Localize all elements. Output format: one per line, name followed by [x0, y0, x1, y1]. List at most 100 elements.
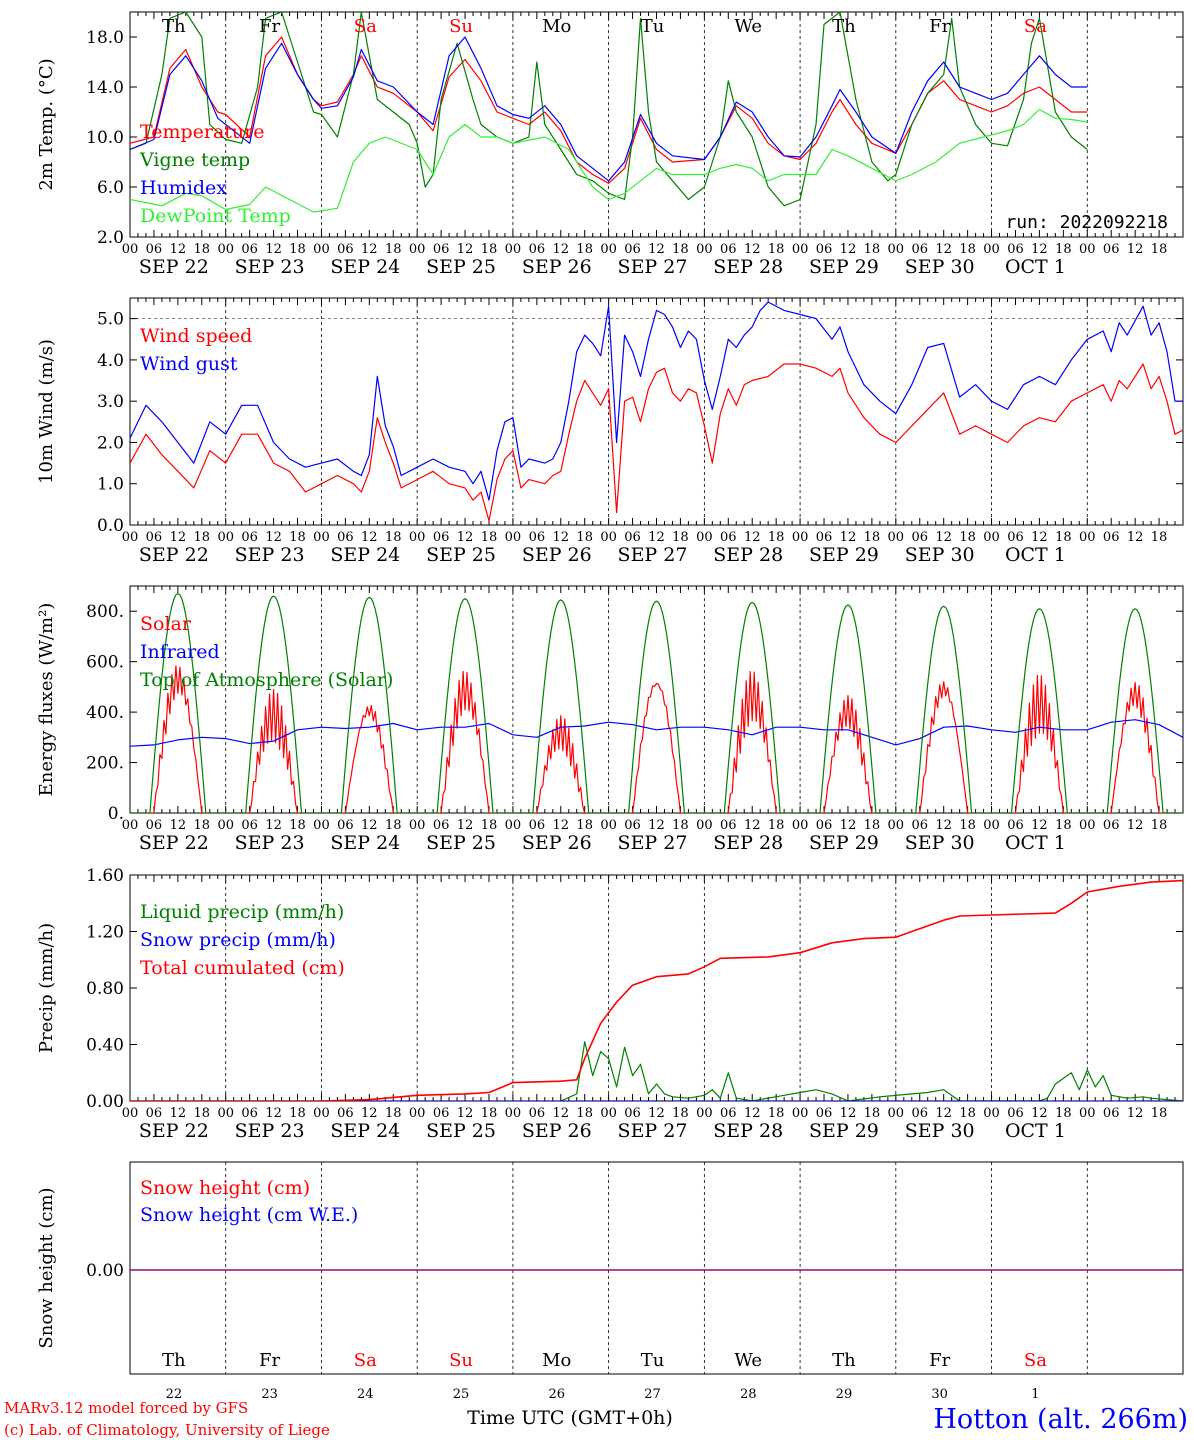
legend-entry: Top of Atmosphere (Solar) [140, 669, 393, 691]
legend-entry: Snow height (cm W.E.) [140, 1204, 358, 1226]
date-label: SEP 30 [905, 544, 975, 566]
hour-label: 18 [194, 242, 211, 257]
date-label: SEP 26 [522, 832, 592, 854]
hour-label: 18 [864, 242, 881, 257]
hour-label: 00 [409, 242, 426, 257]
hour-label: 12 [552, 818, 569, 833]
date-label: SEP 23 [235, 256, 305, 278]
y-tick-label: 10.0 [86, 128, 124, 148]
hour-label: 00 [983, 530, 1000, 545]
hour-label: 06 [624, 530, 641, 545]
hour-label: 12 [744, 530, 761, 545]
series-vigne-temp [130, 12, 1088, 207]
hour-label: 06 [911, 818, 928, 833]
hour-label: 00 [313, 1106, 330, 1121]
hour-label: 00 [983, 242, 1000, 257]
hour-label: 06 [624, 242, 641, 257]
date-label: SEP 22 [139, 544, 209, 566]
date-label: SEP 23 [235, 1120, 305, 1142]
hour-label: 12 [935, 530, 952, 545]
y-tick-label: 6.0 [97, 178, 124, 198]
hour-label: 18 [481, 242, 498, 257]
hour-label: 12 [744, 818, 761, 833]
hour-label: 12 [552, 530, 569, 545]
panel-frame [129, 585, 1184, 814]
hour-label: 18 [959, 530, 976, 545]
hour-label: 06 [337, 242, 354, 257]
hour-label: 00 [313, 530, 330, 545]
hour-label: 00 [696, 530, 713, 545]
hour-label: 00 [505, 530, 522, 545]
hour-label: 12 [457, 242, 474, 257]
y-tick-label: 800. [86, 602, 124, 622]
y-tick-label: 0.80 [86, 979, 124, 999]
y-axis-title: Precip (mm/h) [36, 923, 57, 1053]
hour-label: 06 [816, 530, 833, 545]
y-tick-label: 0.0 [97, 516, 124, 536]
day-number-label: 27 [644, 1387, 661, 1402]
hour-label: 12 [648, 1106, 665, 1121]
time-axis-title: Time UTC (GMT+0h) [467, 1407, 673, 1429]
legend-entry: Temperature [140, 121, 264, 143]
legend-entry: Humidex [140, 177, 227, 199]
hour-label: 00 [122, 818, 139, 833]
series-top-of-atmosphere-solar [130, 593, 1183, 813]
day-number-label: 24 [357, 1387, 374, 1402]
weekday-label: Mo [542, 1350, 571, 1371]
hour-label: 18 [576, 530, 593, 545]
hour-label: 00 [217, 530, 234, 545]
hour-label: 06 [529, 818, 546, 833]
hour-label: 12 [840, 818, 857, 833]
hour-label: 12 [170, 1106, 187, 1121]
hour-label: 00 [505, 818, 522, 833]
day-number-label: 28 [740, 1387, 757, 1402]
date-label: SEP 26 [522, 256, 592, 278]
hour-label: 18 [1151, 1106, 1168, 1121]
hour-label: 12 [1031, 242, 1048, 257]
weekday-label: Su [449, 1350, 473, 1371]
weekday-label: Tu [641, 16, 665, 37]
day-number-label: 25 [453, 1387, 470, 1402]
hour-label: 06 [816, 1106, 833, 1121]
weekday-label: Fr [259, 1350, 280, 1371]
legend-entry: Snow height (cm) [140, 1177, 310, 1199]
hour-label: 06 [529, 242, 546, 257]
hour-label: 12 [935, 242, 952, 257]
run-label: run: 2022092218 [1005, 212, 1168, 233]
date-label: SEP 24 [330, 544, 400, 566]
panel-frame [129, 11, 1184, 238]
hour-label: 18 [385, 1106, 402, 1121]
hour-label: 00 [505, 1106, 522, 1121]
hour-label: 00 [217, 242, 234, 257]
hour-label: 12 [1031, 818, 1048, 833]
day-number-label: 30 [931, 1387, 948, 1402]
hour-label: 00 [696, 818, 713, 833]
hour-label: 18 [289, 818, 306, 833]
date-label: SEP 30 [905, 1120, 975, 1142]
hour-label: 00 [792, 530, 809, 545]
panel-temp: 2.0 6.0 10.0 14.0 18.0 2m Temp. (°C) Temperatu… [36, 11, 1184, 278]
hour-label: 00 [792, 1106, 809, 1121]
y-tick-label: 3.0 [97, 392, 124, 412]
panel-snow: 0.00 Snow height (cm) Snow height (cm) Snow… [36, 1161, 1184, 1402]
date-label: SEP 27 [618, 256, 688, 278]
date-label: SEP 28 [713, 1120, 783, 1142]
hour-label: 12 [1031, 530, 1048, 545]
y-tick-label: 400. [86, 703, 124, 723]
hour-label: 06 [1007, 530, 1024, 545]
legend-entry: Vigne temp [139, 149, 250, 171]
hour-label: 18 [672, 1106, 689, 1121]
y-tick-label: 0.40 [86, 1036, 124, 1056]
panel-energy: 0. 200. 400. 600. 800. Energy fluxes (W/m²) So… [36, 585, 1184, 854]
hour-label: 12 [552, 1106, 569, 1121]
hour-label: 18 [959, 818, 976, 833]
y-tick-label: 4.0 [97, 351, 124, 371]
weekday-label: Th [832, 16, 856, 37]
series-infrared [130, 719, 1183, 747]
series-solar [130, 665, 1183, 813]
hour-label: 00 [792, 242, 809, 257]
date-label: SEP 25 [426, 256, 496, 278]
hour-label: 12 [457, 1106, 474, 1121]
hour-label: 06 [146, 818, 163, 833]
series-group [130, 12, 1088, 213]
